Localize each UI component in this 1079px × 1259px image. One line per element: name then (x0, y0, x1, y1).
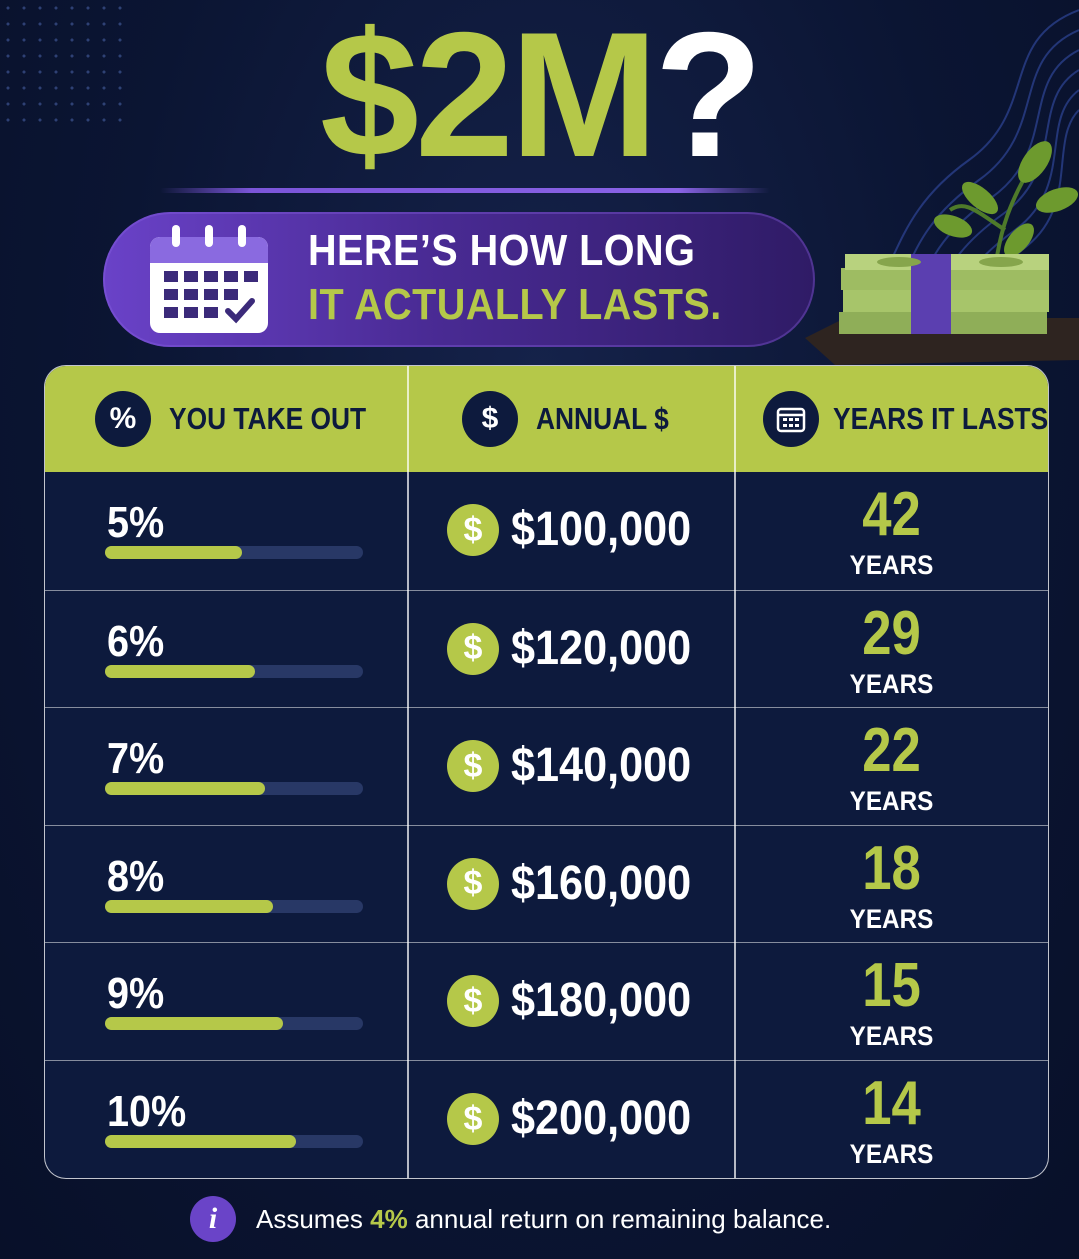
percent-bar-fill (105, 782, 265, 796)
table-row: 6% $ $120,000 29 YEARS (45, 589, 1048, 708)
percent-bar-fill (105, 664, 255, 678)
percent-bar (105, 546, 363, 559)
subtitle-line-1: HERE’S HOW LONG (308, 226, 696, 275)
calendar-check-icon (150, 225, 268, 333)
years-unit: YEARS (849, 903, 934, 934)
dollar-coin-icon: $ (447, 622, 499, 675)
percent-bar (105, 899, 363, 913)
dollar-coin-icon: $ (447, 857, 499, 910)
header-label: ANNUAL $ (536, 401, 669, 436)
headline: $2M? (0, 0, 1079, 190)
dollar-coin-icon: $ (447, 740, 499, 793)
percent-bar (105, 1135, 363, 1148)
table-row: 9% $ $180,000 15 YEARS (45, 942, 1048, 1060)
footnote-highlight: 4% (370, 1203, 408, 1234)
withdrawal-percent: 9% (107, 969, 165, 1019)
dollar-coin-icon: $ (447, 1093, 499, 1145)
years-unit: YEARS (849, 668, 934, 699)
footnote-before: Assumes (256, 1203, 371, 1234)
withdrawal-percent: 5% (107, 498, 165, 547)
annual-amount: $160,000 (511, 856, 692, 910)
years-value: 14 (862, 1069, 921, 1138)
dollar-icon: $ (462, 391, 518, 447)
years-value: 29 (862, 598, 921, 668)
table-row: 8% $ $160,000 18 YEARS (45, 824, 1048, 943)
header-years: YEARS IT LASTS (763, 366, 1049, 472)
table-row: 10% $ $200,000 14 YEARS (45, 1060, 1048, 1178)
header-annual: $ ANNUAL $ (462, 366, 692, 472)
percent-bar-fill (105, 1017, 284, 1031)
withdrawal-percent: 8% (107, 851, 165, 901)
footnote-text: Assumes 4% annual return on remaining ba… (256, 1204, 831, 1235)
footnote: i Assumes 4% annual return on remaining … (190, 1195, 831, 1243)
years-unit: YEARS (849, 550, 934, 580)
percent-bar-fill (105, 546, 242, 559)
table-header: % YOU TAKE OUT $ ANNUAL $ YEARS IT LASTS (45, 366, 1048, 472)
annual-amount: $100,000 (511, 503, 692, 556)
subtitle-line-2: IT ACTUALLY LASTS. (308, 280, 722, 329)
years-value: 22 (862, 716, 921, 786)
withdrawal-table: % YOU TAKE OUT $ ANNUAL $ YEARS IT LASTS… (44, 365, 1049, 1179)
withdrawal-percent: 7% (107, 734, 165, 784)
years-unit: YEARS (849, 1139, 934, 1169)
annual-amount: $140,000 (511, 739, 692, 793)
years-unit: YEARS (849, 1021, 934, 1052)
years-value: 18 (862, 833, 921, 903)
calendar-icon (763, 391, 819, 447)
header-label: YOU TAKE OUT (169, 401, 367, 436)
percent-icon: % (95, 391, 151, 447)
percent-bar (105, 1017, 363, 1031)
info-icon: i (190, 1196, 236, 1242)
header-label: YEARS IT LASTS (833, 401, 1049, 436)
headline-underline (160, 188, 770, 193)
header-percent: % YOU TAKE OUT (95, 366, 401, 472)
table-row: 7% $ $140,000 22 YEARS (45, 707, 1048, 825)
table-row: 5% $ $100,000 42 YEARS (45, 472, 1048, 589)
annual-amount: $120,000 (511, 621, 692, 675)
years-value: 15 (862, 951, 921, 1021)
column-divider (407, 366, 409, 1178)
withdrawal-percent: 10% (107, 1087, 187, 1136)
percent-bar (105, 782, 363, 796)
column-divider (734, 366, 736, 1178)
percent-bar (105, 664, 363, 678)
percent-bar-fill (105, 899, 273, 913)
withdrawal-percent: 6% (107, 616, 165, 666)
years-unit: YEARS (849, 786, 934, 817)
headline-question-mark: ? (654, 0, 763, 194)
dollar-coin-icon: $ (447, 975, 499, 1028)
percent-bar-fill (105, 1135, 296, 1148)
annual-amount: $180,000 (511, 974, 692, 1028)
footnote-after: annual return on remaining balance. (407, 1203, 832, 1234)
dot-pattern (0, 0, 130, 130)
dollar-coin-icon: $ (447, 504, 499, 556)
cash-stack-plant-illustration (805, 141, 1079, 365)
headline-amount: $2M (320, 0, 658, 194)
annual-amount: $200,000 (511, 1092, 692, 1145)
years-value: 42 (862, 480, 921, 549)
